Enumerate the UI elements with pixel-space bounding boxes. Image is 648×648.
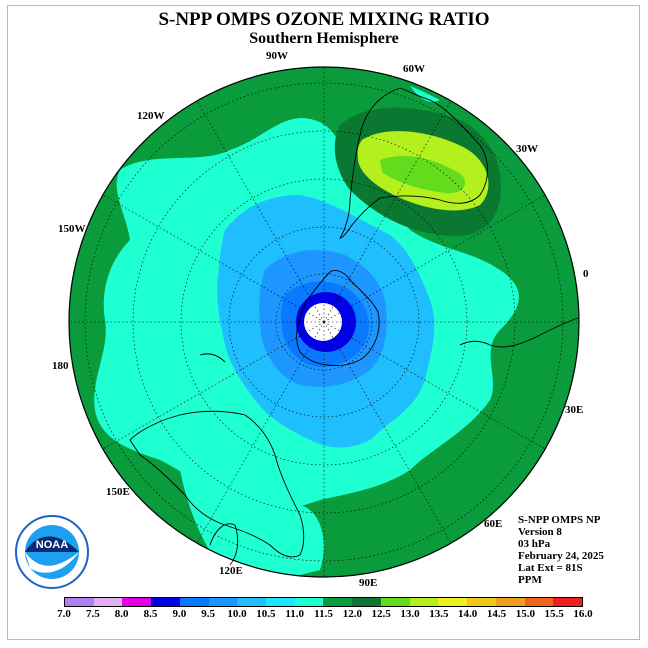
ozone-field [69, 67, 579, 577]
colorbar-swatch [93, 598, 123, 606]
colorbar-tick-label: 7.5 [85, 608, 100, 620]
colorbar-tick-label: 7.0 [57, 608, 71, 620]
colorbar-tick-label: 10.5 [256, 608, 276, 620]
colorbar-swatch [495, 598, 525, 606]
colorbar-tick-label: 14.0 [458, 608, 478, 620]
colorbar-tick-label: 11.5 [314, 608, 333, 620]
lon-label-0: 0 [583, 268, 589, 280]
image-frame [7, 5, 640, 640]
field-11-0-north [410, 86, 440, 102]
colorbar-swatch [237, 598, 267, 606]
colorbar-swatch [409, 598, 439, 606]
colorbar-tick-label: 10.0 [227, 608, 247, 620]
lon-label-60w: 60W [403, 63, 425, 75]
map-subtitle: Southern Hemisphere [249, 30, 399, 47]
colorbar-tick-label: 11.0 [285, 608, 304, 620]
colorbar-swatch [553, 598, 582, 606]
colorbar-swatch [524, 598, 554, 606]
map-title: S-NPP OMPS OZONE MIXING RATIO [158, 9, 490, 30]
colorbar-swatch [151, 598, 180, 606]
logo-text: NOAA [36, 539, 68, 551]
lon-label-180: 180 [52, 360, 69, 372]
colorbar-tick-label: 15.0 [515, 608, 535, 620]
info-pressure: 03 hPa [518, 538, 551, 550]
colorbar-swatch [266, 598, 295, 606]
colorbar-tick-label: 15.5 [544, 608, 564, 620]
colorbar-swatch [380, 598, 410, 606]
colorbar-tick-label: 9.0 [172, 608, 187, 620]
info-instrument: S-NPP OMPS NP [518, 514, 601, 526]
colorbar [64, 597, 583, 607]
colorbar-tick-label: 13.5 [429, 608, 449, 620]
lon-label-120e: 120E [219, 565, 243, 577]
info-block: S-NPP OMPS NP Version 8 03 hPa February … [518, 514, 604, 586]
colorbar-tick-label: 8.5 [143, 608, 158, 620]
graticule [69, 67, 579, 577]
colorbar-tick-label: 12.5 [371, 608, 391, 620]
lon-label-30e: 30E [565, 404, 584, 416]
colorbar-swatch [352, 598, 381, 606]
colorbar-tick-label: 16.0 [573, 608, 593, 620]
colorbar-tick-label: 8.0 [114, 608, 129, 620]
info-date: February 24, 2025 [518, 550, 604, 562]
lon-label-120w: 120W [137, 110, 165, 122]
info-lat-ext: Lat Ext = 81S [518, 562, 583, 574]
field-13-0 [380, 155, 466, 194]
noaa-logo: NOAA [15, 515, 89, 589]
colorbar-tick-label: 12.0 [342, 608, 362, 620]
lon-label-90e: 90E [359, 577, 378, 589]
map-boundary [68, 66, 580, 578]
colorbar-swatch [65, 598, 94, 606]
colorbar-tick-label: 9.5 [201, 608, 216, 620]
coastlines [129, 87, 579, 566]
colorbar-swatch [179, 598, 209, 606]
colorbar-swatch [467, 598, 496, 606]
colorbar-swatch [323, 598, 353, 606]
colorbar-swatch [122, 598, 152, 606]
colorbar-swatch [208, 598, 238, 606]
colorbar-swatch [438, 598, 468, 606]
info-version: Version 8 [518, 526, 562, 538]
colorbar-tick-label: 13.0 [400, 608, 420, 620]
info-units: PPM [518, 574, 542, 586]
lon-label-30w: 30W [516, 143, 538, 155]
lon-label-90w: 90W [266, 50, 288, 62]
lon-label-60e: 60E [484, 518, 503, 530]
colorbar-tick-label: 14.5 [486, 608, 507, 620]
lon-label-150e: 150E [106, 486, 130, 498]
lon-label-150w: 150W [58, 223, 86, 235]
colorbar-swatch [294, 598, 324, 606]
